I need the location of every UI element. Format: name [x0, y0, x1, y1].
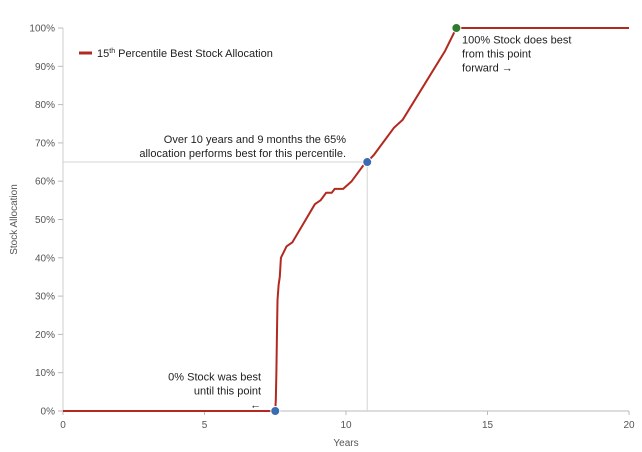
y-tick-label: 0% [41, 407, 56, 418]
x-tick-label: 15 [482, 420, 494, 431]
y-tick-label: 10% [35, 368, 55, 379]
legend-label-text: Percentile Best Stock Allocation [115, 48, 273, 60]
y-tick-label: 50% [35, 215, 55, 226]
y-tick-label: 90% [35, 62, 55, 73]
highlight-point [451, 23, 462, 33]
legend-label-number: 15 [97, 48, 109, 60]
x-axis-title: Years [333, 438, 358, 449]
y-axis: 0% 10% 20% 30% 40% 50% 60% 70% 80% 90% 100% [29, 24, 64, 418]
x-tick-label: 5 [202, 420, 208, 431]
annotation-start-line: 0% Stock was best [168, 371, 261, 383]
legend: 15th Percentile Best Stock Allocation [79, 48, 273, 60]
y-tick-label: 60% [35, 177, 55, 188]
y-tick-label: 80% [35, 100, 55, 111]
y-tick-label: 20% [35, 330, 55, 341]
y-tick-label: 100% [29, 24, 55, 35]
x-tick-label: 0 [60, 420, 66, 431]
annotations: 0% Stock was best until this point ← Over 1… [139, 34, 571, 411]
y-tick-label: 30% [35, 292, 55, 303]
series-line [63, 27, 629, 412]
y-tick-label: 70% [35, 138, 55, 149]
highlight-point [270, 406, 281, 416]
y-axis-title: Stock Allocation [9, 184, 20, 255]
highlight-points [270, 23, 462, 416]
series-group [63, 27, 629, 412]
annotation-mid-line: allocation performs best for this percen… [139, 148, 346, 160]
annotation-end-line: 100% Stock does best [462, 34, 571, 46]
y-tick-label: 40% [35, 253, 55, 264]
annotation-mid-line: Over 10 years and 9 months the 65% [164, 134, 346, 146]
reference-lines [63, 161, 368, 411]
annotation-start-line: until this point [194, 385, 261, 397]
annotation-end-line: forward → [462, 62, 513, 74]
x-axis: 0 5 10 15 20 [60, 410, 635, 431]
x-tick-label: 10 [340, 420, 352, 431]
annotation-end-line: from this point [462, 48, 531, 60]
legend-label: 15th Percentile Best Stock Allocation [97, 48, 273, 60]
legend-label-superscript: th [109, 48, 115, 55]
highlight-point [362, 157, 373, 168]
x-tick-label: 20 [623, 420, 635, 431]
annotation-start-line: ← [250, 399, 261, 411]
